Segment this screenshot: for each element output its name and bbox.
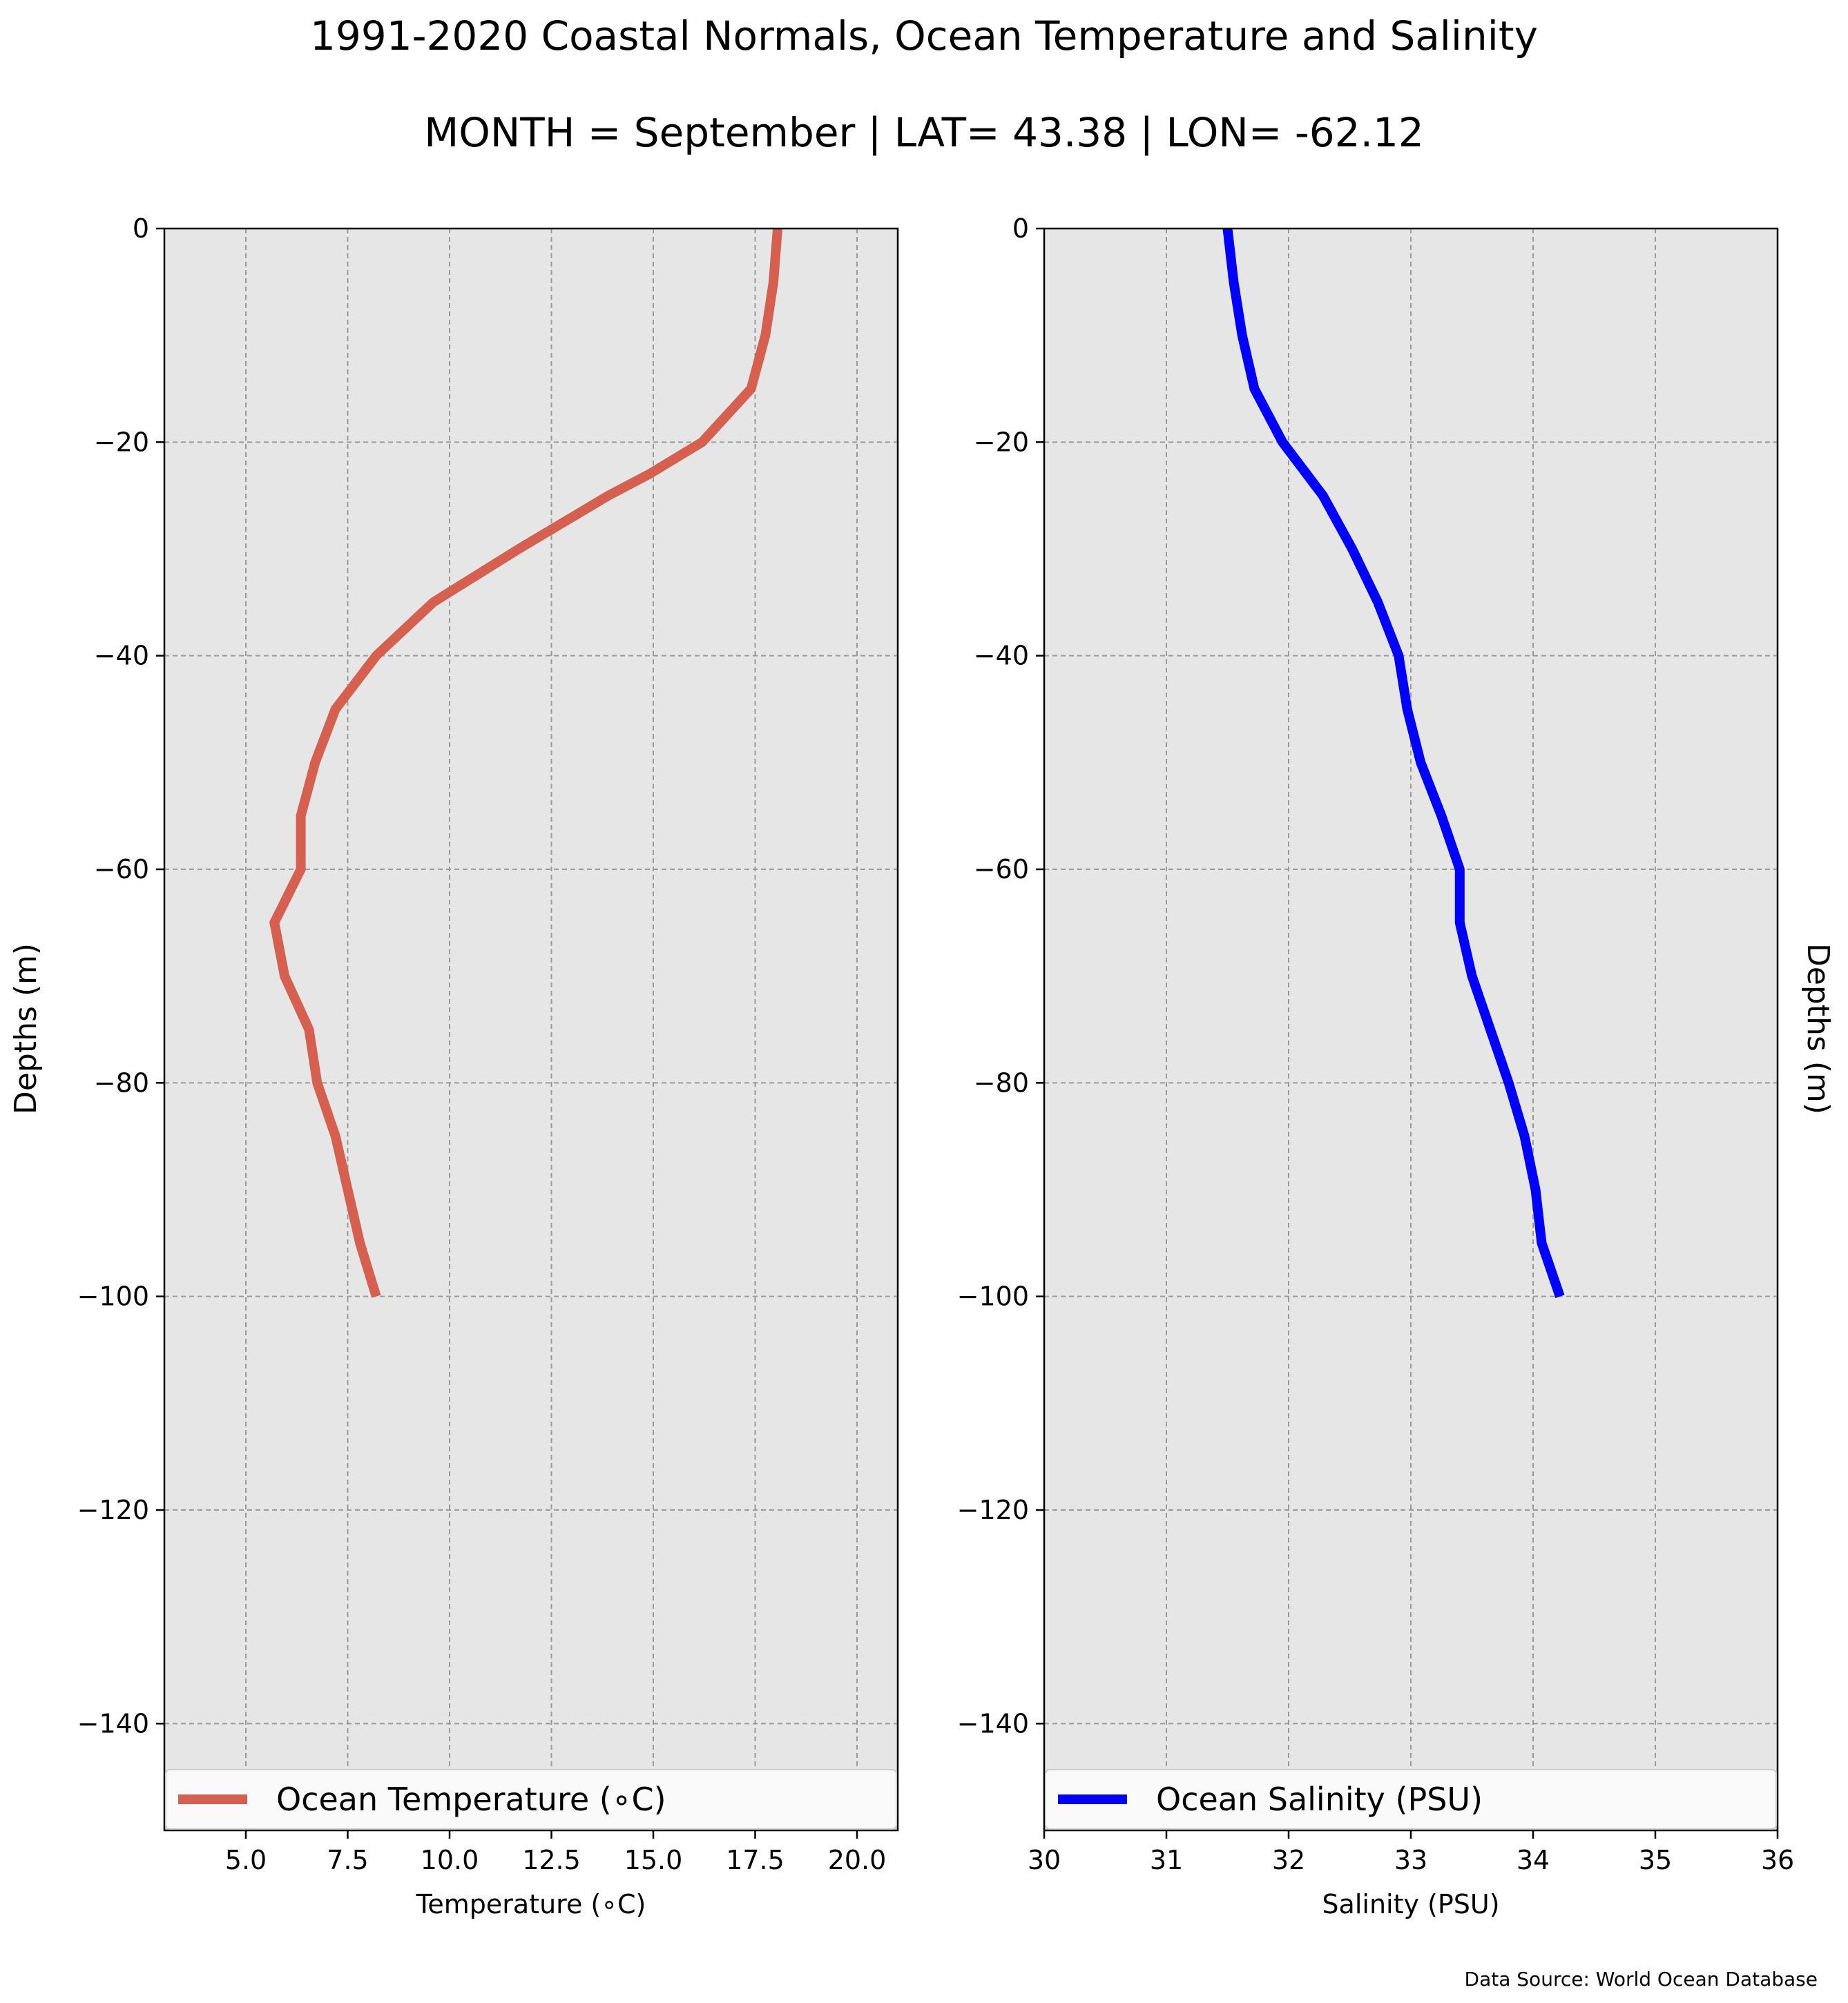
salinity-y-tick-label: −100 [957, 1281, 1029, 1312]
temperature-data-point [335, 709, 336, 710]
chart-subtitle: MONTH = September | LAT= 43.38 | LON= -6… [424, 109, 1424, 156]
salinity-data-point [1322, 495, 1323, 496]
salinity-y-tick-label: −20 [974, 427, 1029, 457]
data-source-note: Data Source: World Ocean Database [1465, 1968, 1818, 1991]
temperature-legend-box [165, 1769, 897, 1830]
salinity-legend-label: Ocean Salinity (PSU) [1156, 1781, 1483, 1818]
temperature-x-tick-label: 12.5 [522, 1845, 581, 1875]
temperature-panel: 5.0 7.5 10.0 12.5 15.0 17.5 20.0 0 −20 −40 −60 −80 −… [8, 213, 899, 1919]
temperature-data-point [300, 869, 301, 870]
salinity-x-tick-label: 32 [1272, 1845, 1305, 1875]
temperature-x-tick-label: 15.0 [624, 1845, 683, 1875]
salinity-data-point [1352, 549, 1353, 550]
salinity-series-line [1222, 228, 1565, 1298]
temperature-data-point [300, 815, 301, 816]
salinity-data-point [1282, 442, 1283, 443]
salinity-x-tick-label: 36 [1761, 1845, 1794, 1875]
temperature-x-tick-label: 5.0 [225, 1845, 267, 1875]
temperature-x-axis-label: Temperature (∘C) [416, 1889, 646, 1919]
salinity-y-axis-label: Depths (m) [1800, 943, 1836, 1114]
temperature-y-tick-label: −100 [77, 1281, 149, 1312]
temperature-y-tick-label: −120 [77, 1495, 149, 1525]
salinity-y-tick-label: −120 [957, 1495, 1029, 1525]
temperature-data-point [315, 762, 316, 763]
temperature-x-tick-label: 7.5 [327, 1845, 368, 1875]
salinity-x-tick-label: 31 [1150, 1845, 1183, 1875]
salinity-y-tick-label: 0 [1012, 213, 1029, 244]
salinity-y-tick-label: −60 [974, 854, 1029, 884]
salinity-data-point [1541, 1243, 1542, 1244]
chart-title: 1991-2020 Coastal Normals, Ocean Tempera… [310, 12, 1538, 59]
salinity-data-point [1398, 655, 1399, 656]
temperature-series-line [269, 228, 782, 1298]
temperature-data-point [608, 495, 609, 496]
temperature-y-tick-label: −40 [94, 641, 149, 671]
temperature-x-tick-label: 10.0 [421, 1845, 479, 1875]
temperature-x-tick-label: 17.5 [726, 1845, 785, 1875]
temperature-data-point [433, 602, 434, 603]
temperature-data-point [274, 922, 275, 923]
temperature-y-tick-label: −140 [77, 1708, 149, 1739]
salinity-y-tick-label: −40 [974, 641, 1029, 671]
salinity-x-tick-label: 33 [1394, 1845, 1427, 1875]
temperature-data-point [765, 335, 766, 336]
temperature-legend-label: Ocean Temperature (∘C) [276, 1781, 666, 1818]
temperature-y-axis-label: Depths (m) [8, 943, 44, 1114]
salinity-data-point [1559, 1296, 1560, 1297]
salinity-x-tick-label: 30 [1028, 1845, 1061, 1875]
temperature-y-tick-label: −80 [94, 1067, 149, 1098]
temperature-y-tick-label: −60 [94, 854, 149, 884]
temperature-y-tick-label: 0 [133, 213, 149, 244]
salinity-panel: 30 31 32 33 34 35 36 0 −20 −40 −60 −80 −100 −120 −140 S… [957, 213, 1836, 1919]
salinity-x-tick-label: 34 [1517, 1845, 1550, 1875]
salinity-x-tick-label: 35 [1639, 1845, 1672, 1875]
temperature-plot-area [164, 229, 898, 1830]
salinity-data-point [1441, 815, 1442, 816]
salinity-legend-box [1045, 1769, 1777, 1830]
salinity-data-point [1459, 922, 1460, 923]
temperature-y-tick-label: −20 [94, 427, 149, 457]
salinity-y-tick-label: −80 [974, 1067, 1029, 1098]
temperature-axes-frame [163, 227, 899, 1832]
salinity-x-axis-label: Salinity (PSU) [1322, 1889, 1499, 1919]
salinity-data-point [1459, 869, 1460, 870]
salinity-data-point [1490, 1029, 1491, 1030]
salinity-y-tick-label: −140 [957, 1708, 1029, 1739]
temperature-x-tick-label: 20.0 [828, 1845, 887, 1875]
